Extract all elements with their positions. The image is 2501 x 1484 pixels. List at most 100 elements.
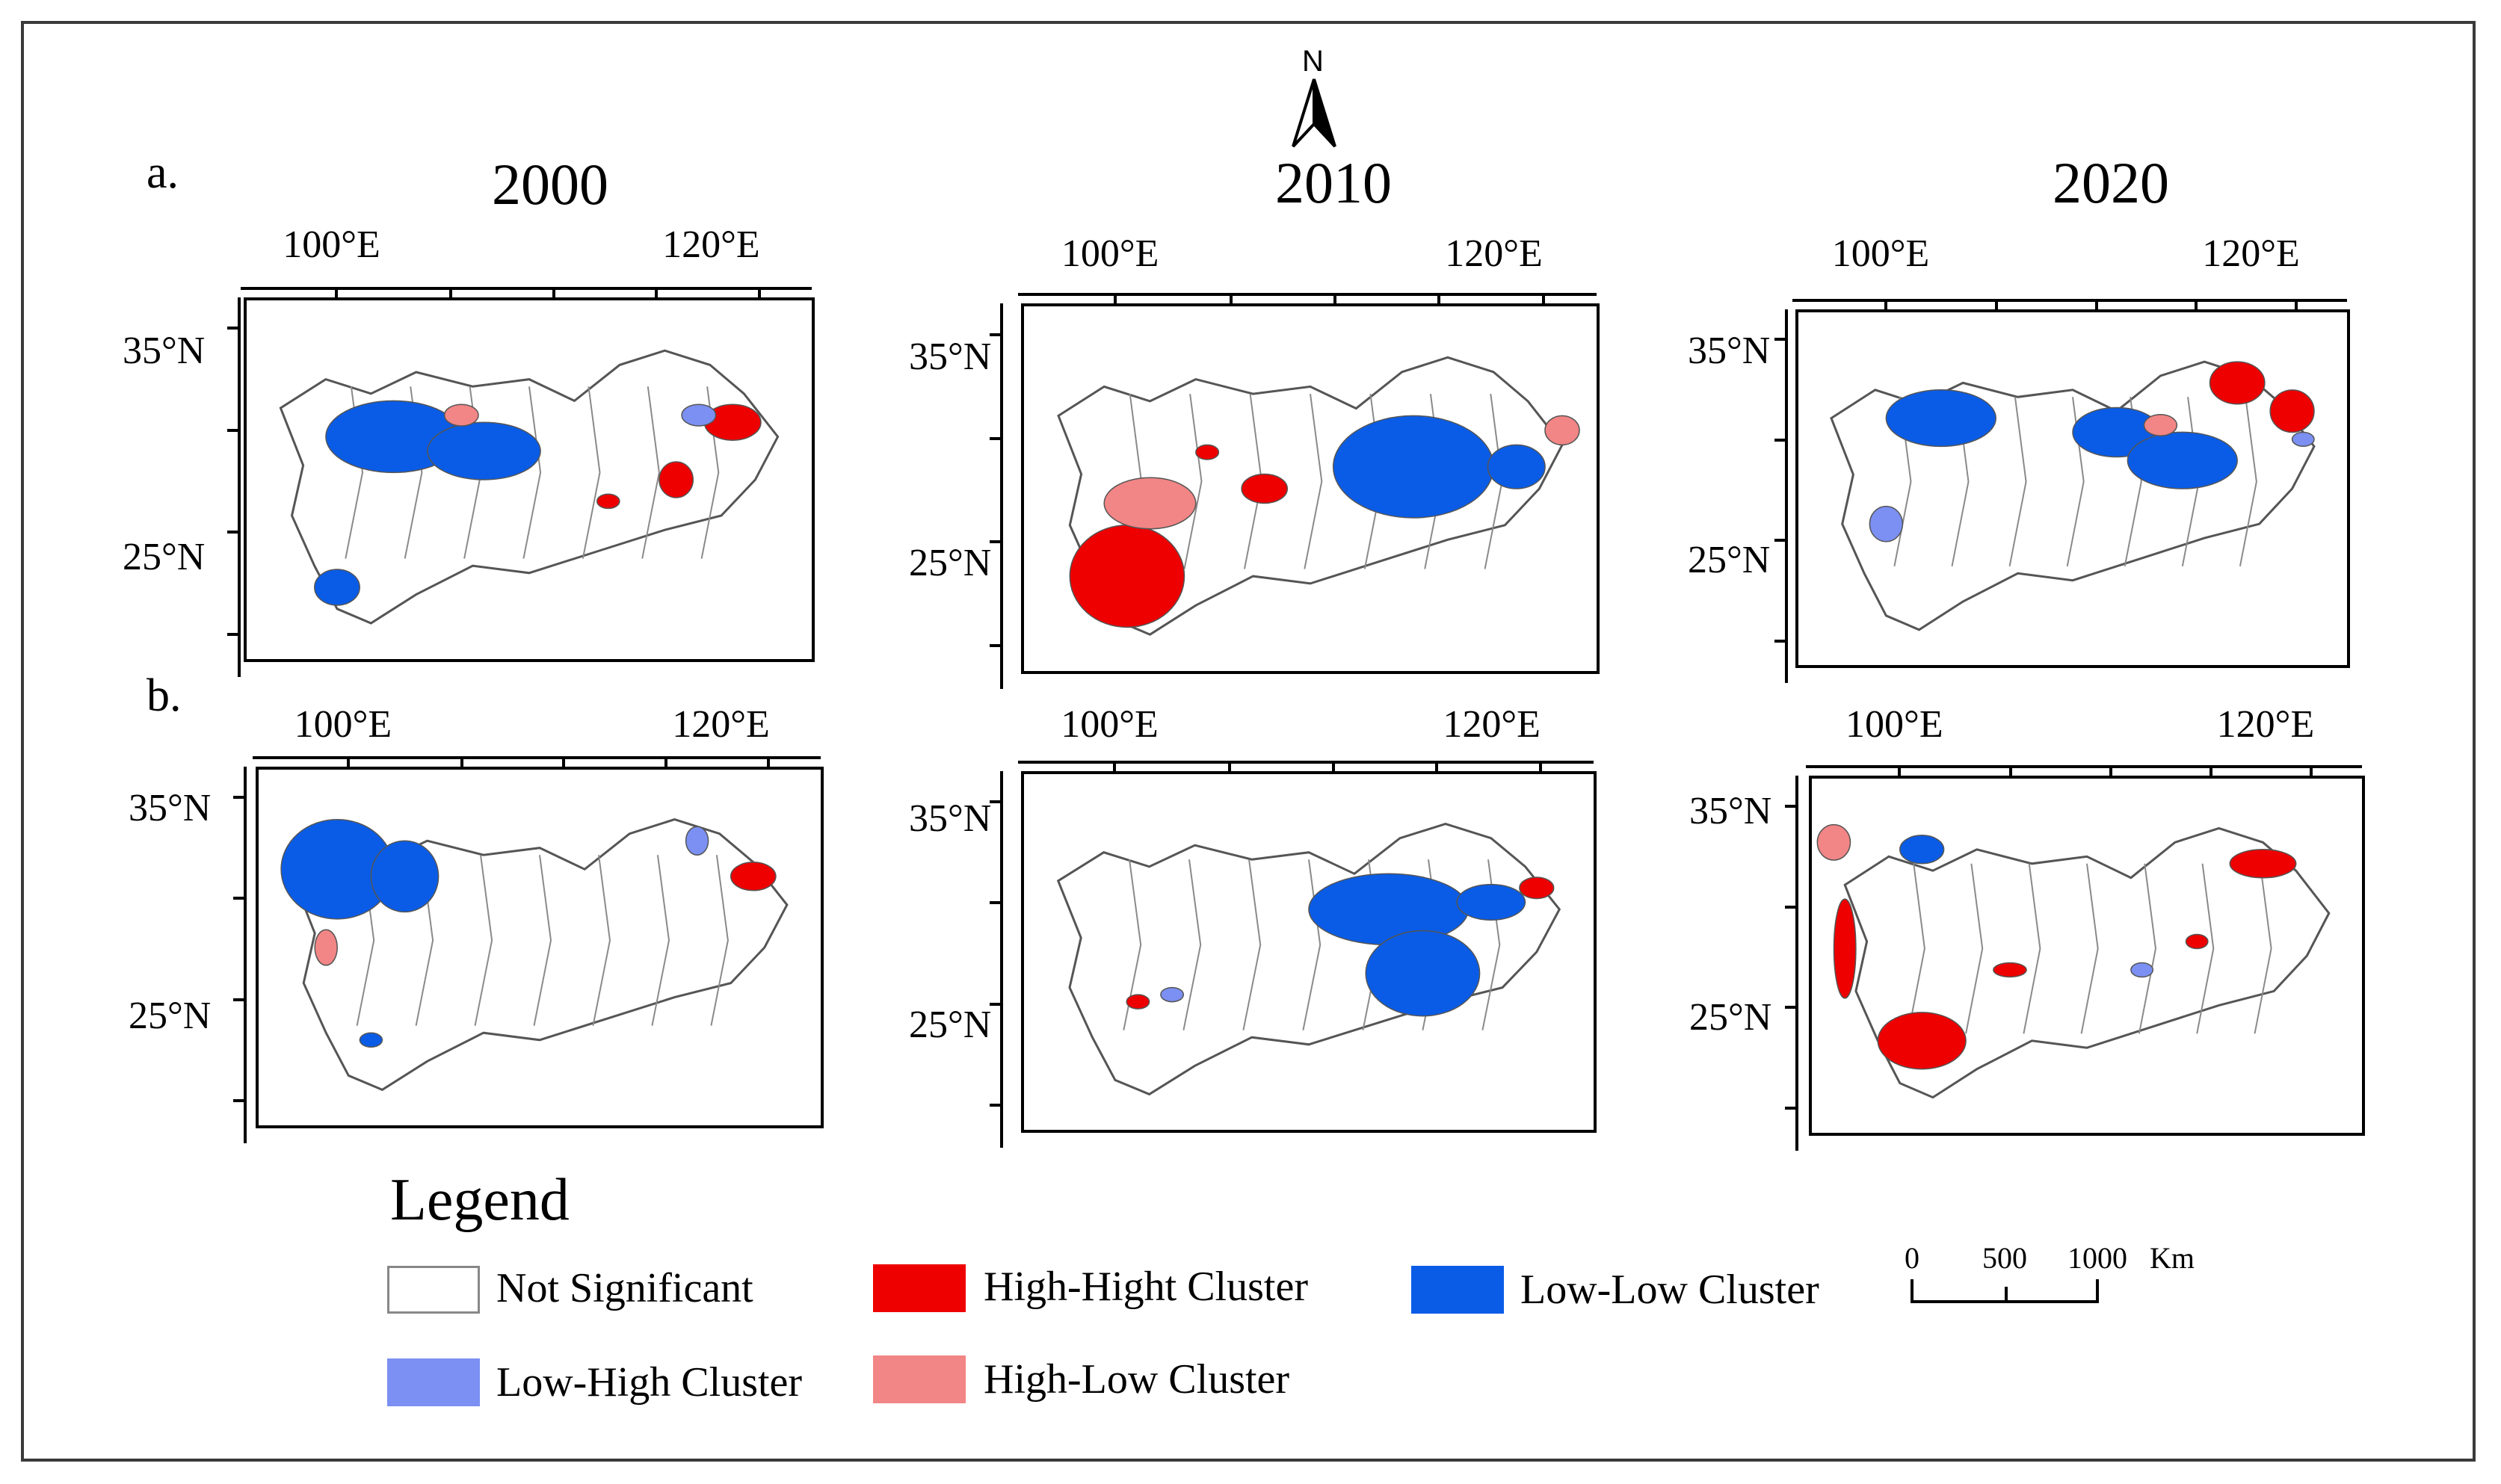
cluster-hh xyxy=(659,461,694,498)
scale-label-500: 500 xyxy=(1982,1241,2027,1275)
lat-tick xyxy=(990,800,1000,803)
lat-tick xyxy=(1774,438,1785,442)
lon-tick xyxy=(2109,765,2112,776)
lat-tick xyxy=(1785,804,1795,808)
lat-tick xyxy=(233,1099,244,1103)
cluster-hl xyxy=(1544,415,1580,446)
cluster-hh xyxy=(2185,933,2209,950)
lon-label-100e: 100°E xyxy=(1061,232,1159,275)
lon-axis-b-2000 xyxy=(253,756,821,759)
cluster-ll xyxy=(1456,883,1526,921)
admin-boundary xyxy=(2008,397,2027,566)
lon-axis-b-2010 xyxy=(1018,761,1594,764)
cluster-ll xyxy=(1899,835,1945,865)
cluster-hh xyxy=(1993,962,2027,978)
map-panel-b-2010 xyxy=(1021,771,1597,1133)
lat-axis-b-2000 xyxy=(244,767,247,1143)
cluster-ll xyxy=(1487,444,1546,489)
cluster-ll xyxy=(1885,389,1996,448)
year-title-2000: 2000 xyxy=(492,152,608,217)
lon-tick xyxy=(664,756,668,767)
cluster-hh xyxy=(1519,877,1555,900)
cluster-ll xyxy=(370,840,440,913)
figure-frame xyxy=(21,21,2476,1462)
lat-label-25n: 25°N xyxy=(123,536,206,578)
lon-tick xyxy=(1435,761,1439,771)
lon-tick xyxy=(1333,293,1336,303)
legend-title: Legend xyxy=(390,1167,570,1233)
lon-label-120e: 120°E xyxy=(2216,703,2315,746)
lat-tick xyxy=(233,795,244,799)
lon-tick xyxy=(1541,293,1545,303)
cluster-hh xyxy=(1833,898,1857,999)
lat-tick xyxy=(990,333,1000,336)
lat-label-35n: 35°N xyxy=(909,797,992,840)
lat-tick xyxy=(1774,539,1785,542)
cluster-ll xyxy=(427,421,541,480)
lat-tick xyxy=(227,327,238,330)
year-title-2010: 2010 xyxy=(1275,150,1392,215)
cluster-ll xyxy=(2127,431,2238,489)
cluster-hl xyxy=(1816,823,1851,861)
lat-tick xyxy=(233,998,244,1001)
lat-tick xyxy=(227,632,238,636)
map-drawing-b-2010 xyxy=(1056,823,1561,1096)
lon-tick xyxy=(1228,761,1232,771)
admin-boundary xyxy=(592,855,611,1026)
cluster-hh xyxy=(730,862,777,891)
lon-tick xyxy=(1995,299,1999,309)
cluster-ll xyxy=(1332,415,1494,519)
lat-label-25n: 25°N xyxy=(1688,539,1771,581)
lon-tick xyxy=(1539,761,1542,771)
lon-tick xyxy=(1437,293,1441,303)
legend-label-low-high: Low-High Cluster xyxy=(496,1359,803,1406)
lon-tick xyxy=(2008,765,2012,776)
admin-boundary xyxy=(651,855,670,1026)
lat-label-35n: 35°N xyxy=(129,787,212,829)
admin-boundary xyxy=(1302,859,1322,1030)
cluster-lh xyxy=(1160,986,1185,1003)
lat-axis-b-2020 xyxy=(1795,776,1798,1151)
cluster-hl xyxy=(2143,414,2178,436)
cluster-hh xyxy=(596,493,620,510)
admin-boundary xyxy=(1304,393,1323,569)
map-drawing-a-2010 xyxy=(1057,356,1580,636)
lon-tick xyxy=(1229,293,1233,303)
cluster-lh xyxy=(681,404,717,427)
lat-label-25n: 25°N xyxy=(129,995,212,1037)
legend-label-high-low: High-Low Cluster xyxy=(984,1356,1290,1403)
admin-boundary xyxy=(2023,863,2041,1034)
cluster-lh xyxy=(685,826,709,856)
lon-tick xyxy=(1331,761,1335,771)
lat-label-25n: 25°N xyxy=(909,1004,992,1046)
lon-tick xyxy=(1898,765,1902,776)
lat-label-35n: 35°N xyxy=(1689,790,1772,832)
lon-tick xyxy=(1113,293,1117,303)
lon-tick xyxy=(1113,761,1117,771)
lon-tick xyxy=(562,756,566,767)
lon-tick xyxy=(2209,765,2212,776)
lon-axis-a-2010 xyxy=(1018,293,1597,296)
lon-tick xyxy=(757,287,761,297)
admin-boundary xyxy=(1242,859,1262,1030)
year-title-2020: 2020 xyxy=(2053,150,2169,215)
map-drawing-b-2020 xyxy=(1816,823,2331,1099)
panel-label-b: b. xyxy=(147,670,182,721)
lat-tick xyxy=(1774,639,1785,643)
lon-label-100e: 100°E xyxy=(1845,703,1943,746)
cluster-hh xyxy=(1241,473,1289,504)
admin-boundary xyxy=(533,855,552,1026)
lon-label-120e: 120°E xyxy=(1445,232,1543,275)
lon-tick xyxy=(2195,299,2198,309)
lon-tick xyxy=(460,756,463,767)
cluster-hh xyxy=(1126,994,1150,1010)
admin-boundary xyxy=(2138,863,2157,1034)
legend-label-not-significant: Not Significant xyxy=(496,1265,753,1311)
lon-label-100e: 100°E xyxy=(1831,232,1930,275)
lat-axis-a-2000 xyxy=(238,297,241,677)
admin-boundary xyxy=(2239,397,2257,566)
cluster-ll xyxy=(1365,930,1481,1017)
lat-tick xyxy=(227,531,238,534)
cluster-hl xyxy=(443,404,479,427)
lat-label-35n: 35°N xyxy=(909,336,992,378)
